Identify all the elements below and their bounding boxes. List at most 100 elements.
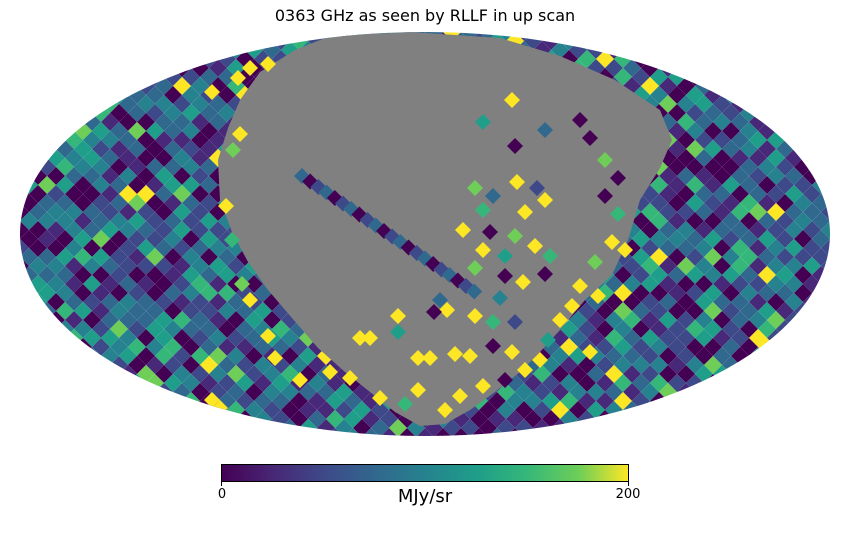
map-pixel	[537, 266, 553, 282]
map-pixel	[830, 140, 848, 158]
map-pixel	[263, 32, 281, 41]
map-pixel	[110, 32, 128, 50]
map-pixel	[92, 32, 110, 50]
map-pixel	[0, 329, 11, 347]
map-pixel	[230, 70, 246, 86]
map-pixel	[56, 86, 74, 104]
map-pixel	[437, 402, 453, 418]
map-pixel	[137, 41, 155, 59]
map-pixel	[740, 410, 758, 428]
map-pixel	[110, 14, 128, 32]
map-pixel	[830, 320, 848, 338]
map-pixel	[101, 383, 119, 401]
map-pixel	[604, 234, 620, 250]
map-pixel	[20, 428, 38, 436]
map-pixel	[821, 401, 830, 419]
map-pixel	[0, 365, 11, 383]
map-pixel	[596, 428, 614, 436]
map-pixel	[101, 365, 119, 383]
map-pixel	[2, 320, 20, 338]
map-pixel	[119, 41, 137, 59]
map-pixel	[254, 428, 272, 436]
map-pixel	[524, 14, 542, 32]
map-pixel	[182, 32, 200, 50]
map-pixel	[650, 14, 668, 32]
map-pixel	[101, 401, 119, 419]
map-pixel	[821, 95, 830, 113]
map-pixel	[83, 383, 101, 401]
map-pixel	[47, 383, 65, 401]
map-pixel	[83, 365, 101, 383]
map-pixel	[839, 59, 850, 77]
map-pixel	[242, 60, 258, 76]
map-pixel	[527, 238, 543, 254]
map-pixel	[803, 32, 821, 41]
map-pixel	[560, 14, 578, 32]
map-pixel	[422, 350, 438, 366]
map-pixel	[812, 140, 830, 158]
map-pixel	[839, 41, 850, 59]
map-pixel	[572, 112, 588, 128]
map-pixel	[245, 419, 263, 436]
map-pixel	[803, 149, 821, 167]
map-pixel	[839, 293, 850, 311]
map-pixel	[146, 392, 164, 410]
map-pixel	[245, 32, 263, 41]
map-pixel	[740, 68, 758, 86]
map-pixel	[821, 77, 830, 95]
map-pixel	[785, 365, 803, 383]
map-pixel	[56, 14, 74, 32]
map-pixel	[308, 428, 326, 436]
map-pixel	[164, 410, 182, 428]
map-pixel	[722, 68, 740, 86]
map-pixel	[29, 365, 47, 383]
map-pixel	[659, 32, 677, 41]
map-pixel	[110, 392, 128, 410]
map-pixel	[767, 77, 785, 95]
map-pixel	[821, 365, 830, 383]
map-pixel	[812, 50, 830, 68]
map-pixel	[20, 356, 38, 374]
map-pixel	[794, 86, 812, 104]
map-pixel	[722, 392, 740, 410]
map-pixel	[164, 50, 182, 68]
map-pixel	[830, 194, 848, 212]
map-pixel	[47, 365, 65, 383]
map-pixel	[218, 410, 236, 428]
map-pixel	[38, 320, 56, 338]
map-pixel	[839, 347, 850, 365]
map-pixel	[182, 428, 200, 436]
map-pixel	[677, 401, 695, 419]
map-pixel	[47, 77, 65, 95]
map-pixel	[524, 428, 542, 436]
map-pixel	[92, 428, 110, 436]
map-pixel	[515, 274, 531, 290]
map-pixel	[101, 32, 119, 41]
map-pixel	[155, 41, 173, 59]
map-pixel	[200, 32, 218, 50]
map-pixel	[20, 77, 29, 95]
map-pixel	[785, 383, 803, 401]
map-pixel	[572, 278, 588, 294]
map-pixel	[830, 32, 848, 50]
map-pixel	[119, 419, 137, 436]
map-pixel	[731, 383, 749, 401]
map-pixel	[704, 68, 722, 86]
map-pixel	[236, 32, 254, 50]
map-pixel	[38, 86, 56, 104]
map-pixel	[38, 14, 56, 32]
map-pixel	[390, 308, 406, 324]
map-pixel	[794, 122, 812, 140]
map-pixel	[209, 32, 227, 41]
map-pixel	[0, 311, 11, 329]
map-pixel	[65, 383, 83, 401]
map-pixel	[785, 95, 803, 113]
map-pixel	[38, 356, 56, 374]
map-pixel	[182, 410, 200, 428]
map-pixel	[812, 122, 830, 140]
map-pixel	[29, 131, 47, 149]
map-pixel	[452, 14, 470, 32]
map-pixel	[20, 311, 29, 329]
map-pixel	[560, 428, 578, 436]
map-pixel	[740, 32, 758, 50]
